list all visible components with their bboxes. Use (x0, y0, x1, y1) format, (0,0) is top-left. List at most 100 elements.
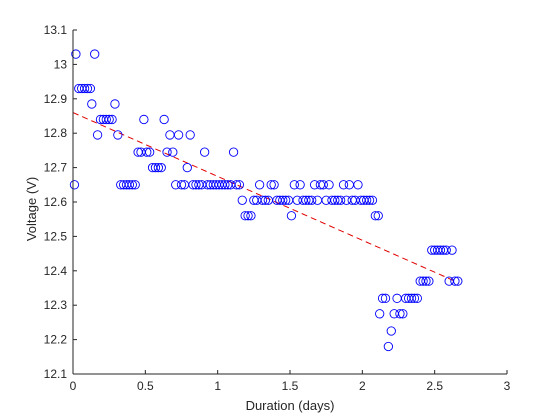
data-point (362, 195, 372, 205)
axes: 0 0.5 1 1.5 2 2.5 3 12.1 12.2 12.3 12.4 12.5 12.6 12.… (44, 23, 511, 393)
data-point (286, 211, 297, 221)
data-point (124, 180, 135, 190)
data-point (90, 49, 100, 59)
data-point (231, 180, 242, 190)
data-point (107, 114, 117, 125)
y-tick-label: 12.3 (44, 298, 68, 312)
data-point (380, 293, 391, 303)
plot-background (73, 30, 507, 374)
data-point (330, 195, 340, 205)
data-point (127, 180, 137, 190)
y-axis-label: Voltage (V) (24, 177, 39, 241)
data-point (318, 180, 328, 190)
data-point (295, 180, 305, 190)
data-point (69, 180, 80, 190)
data-point (110, 99, 120, 109)
y-tick-label: 12.9 (44, 92, 68, 106)
x-tick-label: 2 (359, 379, 366, 393)
data-point (375, 309, 385, 319)
data-point (424, 276, 434, 286)
data-point (191, 180, 201, 190)
data-point (85, 83, 96, 94)
data-point (373, 211, 383, 221)
data-point (418, 276, 428, 286)
y-tick-label: 12.2 (44, 333, 68, 347)
y-tick-label: 13 (54, 57, 68, 71)
data-point (260, 195, 271, 205)
data-point (370, 211, 381, 221)
data-point (243, 211, 253, 221)
data-point (281, 195, 291, 205)
data-point (441, 245, 451, 255)
x-tick-label: 1.5 (282, 379, 299, 393)
x-tick-label: 1 (214, 379, 221, 393)
data-point (266, 180, 276, 190)
data-point (257, 195, 268, 205)
y-tick-label: 12.5 (44, 229, 68, 243)
data-point (246, 211, 256, 221)
x-tick-label: 3 (504, 379, 511, 393)
y-tick-label: 13.1 (44, 23, 68, 37)
data-point (435, 245, 446, 255)
data-point (447, 245, 457, 255)
data-point (367, 195, 378, 205)
data-point (159, 114, 169, 125)
data-point (71, 49, 81, 59)
plot-area (73, 30, 507, 374)
y-tick-label: 12.7 (44, 161, 68, 175)
data-point (412, 293, 422, 303)
data-point (173, 130, 184, 140)
x-axis-label: Duration (days) (246, 398, 335, 413)
data-point (364, 195, 375, 205)
data-point (237, 195, 247, 205)
data-point (353, 180, 363, 190)
data-point (162, 147, 172, 157)
data-point (406, 293, 417, 303)
data-point (269, 180, 279, 190)
data-point (82, 83, 93, 94)
data-point (409, 293, 420, 303)
data-point (150, 162, 161, 173)
data-point (377, 293, 388, 303)
data-point (168, 147, 178, 157)
data-point (307, 195, 317, 205)
data-point (335, 195, 346, 205)
data-point (234, 180, 245, 190)
data-point (453, 276, 463, 286)
data-points (69, 49, 463, 352)
data-point (87, 99, 97, 109)
y-tick-label: 12.6 (44, 195, 68, 209)
y-tick-label: 12.1 (44, 367, 68, 381)
x-tick-label: 0 (70, 379, 77, 393)
data-point (142, 147, 152, 157)
data-point (101, 114, 111, 125)
data-point (450, 276, 460, 286)
data-point (185, 130, 195, 140)
data-point (421, 276, 431, 286)
data-point (139, 114, 149, 125)
y-tick-label: 12.4 (44, 264, 68, 278)
data-point (182, 162, 192, 173)
data-point (383, 341, 394, 352)
data-point (254, 180, 265, 190)
data-point (130, 180, 140, 190)
data-point (240, 211, 250, 221)
data-point (301, 195, 311, 205)
data-point (386, 326, 396, 336)
data-point (199, 147, 210, 157)
x-tick-label: 2.5 (426, 379, 443, 393)
data-point (289, 180, 299, 190)
data-point (153, 162, 164, 173)
data-point (278, 195, 288, 205)
data-point (220, 180, 230, 190)
data-point (104, 114, 114, 125)
x-tick-label: 0.5 (137, 379, 154, 393)
y-tick-label: 12.8 (44, 126, 68, 140)
data-point (395, 309, 405, 319)
data-point (156, 162, 166, 173)
data-point (92, 130, 103, 140)
data-point (228, 147, 239, 157)
data-point (398, 309, 408, 319)
data-point (324, 180, 334, 190)
data-point (338, 180, 349, 190)
